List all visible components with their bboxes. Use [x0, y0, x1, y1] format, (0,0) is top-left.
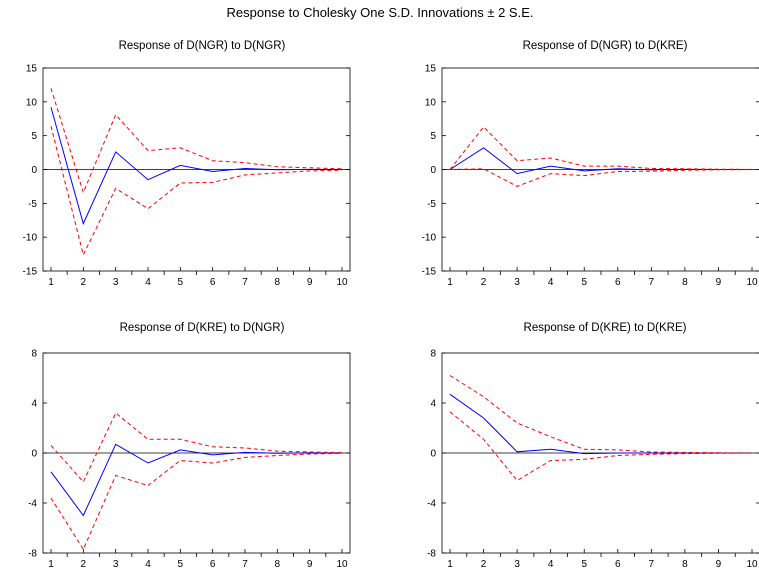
x-tick-label: 10 — [336, 277, 348, 288]
panels-container: Response of D(NGR) to D(NGR)151050-5-10-… — [23, 40, 759, 570]
y-tick-label: -8 — [427, 549, 436, 560]
y-tick-label: -15 — [422, 267, 437, 278]
response-line — [449, 393, 752, 455]
x-tick-label: 5 — [581, 559, 587, 570]
y-tick-label: -4 — [28, 499, 37, 510]
y-tick-label: 8 — [31, 349, 37, 360]
lower-band-line — [50, 126, 343, 257]
irf-panel-1: Response of D(NGR) to D(NGR)151050-5-10-… — [23, 40, 351, 288]
x-tick-label: 1 — [48, 277, 54, 288]
y-tick-label: 5 — [31, 131, 37, 142]
y-tick-label: 8 — [430, 349, 436, 360]
y-tick-label: 5 — [430, 131, 436, 142]
lower-band-line — [449, 168, 753, 187]
lower-band-line — [50, 452, 343, 551]
y-tick-label: 15 — [26, 64, 38, 75]
x-tick-label: 5 — [581, 277, 587, 288]
x-tick-label: 5 — [178, 277, 184, 288]
y-tick-label: 10 — [26, 97, 38, 108]
x-tick-label: 3 — [113, 277, 119, 288]
x-tick-label: 9 — [307, 559, 313, 570]
y-tick-label: -10 — [422, 233, 437, 244]
y-tick-label: -15 — [23, 267, 38, 278]
y-tick-label: -10 — [23, 233, 38, 244]
x-tick-label: 7 — [242, 559, 248, 570]
upper-band-line — [449, 126, 753, 170]
y-tick-label: -8 — [28, 549, 37, 560]
x-tick-label: 9 — [716, 277, 722, 288]
panel-title: Response of D(NGR) to D(KRE) — [523, 40, 688, 52]
x-tick-label: 4 — [145, 559, 151, 570]
y-tick-label: -4 — [427, 499, 436, 510]
upper-band-line — [50, 88, 343, 194]
x-tick-label: 2 — [81, 277, 87, 288]
upper-band-line — [449, 375, 753, 454]
x-tick-label: 1 — [48, 559, 54, 570]
response-line — [50, 107, 343, 226]
x-tick-label: 4 — [548, 277, 554, 288]
x-tick-label: 3 — [514, 277, 520, 288]
y-tick-label: -5 — [28, 199, 37, 210]
irf-panel-2: Response of D(NGR) to D(KRE)151050-5-10-… — [422, 40, 759, 288]
x-tick-label: 6 — [210, 559, 216, 570]
x-tick-label: 9 — [716, 559, 722, 570]
x-tick-label: 2 — [481, 559, 487, 570]
lower-band-line — [449, 411, 753, 482]
panel-title: Response of D(KRE) to D(KRE) — [524, 322, 687, 334]
x-tick-label: 1 — [447, 277, 453, 288]
irf-panel-3: Response of D(KRE) to D(NGR) 8 4 0 -4 -8 1 2 3 4 5… — [28, 322, 351, 570]
x-tick-label: 4 — [145, 277, 151, 288]
x-tick-label: 7 — [649, 277, 655, 288]
x-tick-label: 1 — [447, 559, 453, 570]
x-tick-label: 10 — [746, 277, 758, 288]
x-tick-label: 10 — [746, 559, 758, 570]
x-tick-label: 9 — [307, 277, 313, 288]
y-tick-label: 0 — [430, 165, 436, 176]
x-tick-label: 2 — [81, 559, 87, 570]
x-tick-label: 6 — [210, 277, 216, 288]
x-tick-label: 8 — [275, 559, 281, 570]
y-tick-label: 10 — [425, 97, 437, 108]
y-tick-label: 0 — [31, 449, 37, 460]
x-tick-label: 6 — [615, 277, 621, 288]
y-tick-label: -5 — [427, 199, 436, 210]
irf-panel-4: Response of D(KRE) to D(KRE) 8 4 0 -4 -8 1 2 3 4 5… — [427, 322, 759, 570]
x-tick-label: 8 — [682, 559, 688, 570]
y-tick-label: 4 — [430, 399, 436, 410]
x-tick-label: 2 — [481, 277, 487, 288]
x-tick-label: 10 — [336, 559, 348, 570]
figure-title: Response to Cholesky One S.D. Innovation… — [226, 5, 533, 20]
y-tick-label: 0 — [31, 165, 37, 176]
x-tick-label: 3 — [514, 559, 520, 570]
x-tick-label: 4 — [548, 559, 554, 570]
x-tick-label: 8 — [682, 277, 688, 288]
y-tick-label: 15 — [425, 64, 437, 75]
y-tick-label: 0 — [430, 449, 436, 460]
x-tick-label: 5 — [178, 559, 184, 570]
x-tick-label: 3 — [113, 559, 119, 570]
response-line — [50, 443, 343, 517]
x-tick-label: 7 — [649, 559, 655, 570]
x-tick-label: 7 — [242, 277, 248, 288]
upper-band-line — [50, 412, 343, 483]
x-tick-label: 8 — [275, 277, 281, 288]
y-tick-label: 4 — [31, 399, 37, 410]
x-tick-label: 6 — [615, 559, 621, 570]
panel-title: Response of D(KRE) to D(NGR) — [120, 322, 285, 334]
panel-title: Response of D(NGR) to D(NGR) — [119, 40, 286, 52]
